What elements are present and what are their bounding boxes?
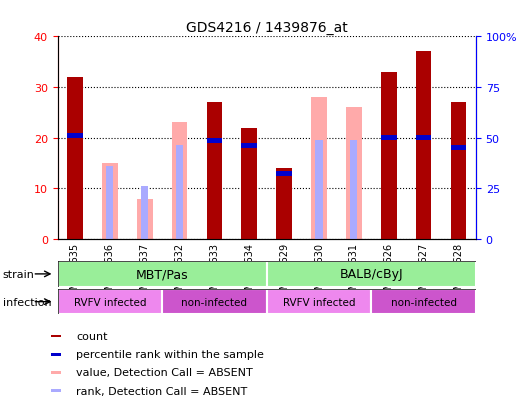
Bar [141,189,148,240]
Bar [51,389,61,392]
Bar [207,103,222,240]
Text: non-infected: non-infected [391,297,457,307]
Bar [106,169,113,240]
Bar [371,289,476,315]
Bar [346,108,362,240]
Text: infection: infection [3,297,51,307]
Bar [58,289,162,315]
Bar [311,98,327,240]
Text: strain: strain [3,269,35,279]
Bar [162,289,267,315]
Bar [381,73,396,240]
Text: BALB/cByJ: BALB/cByJ [339,268,403,281]
Bar [58,261,267,287]
Title: GDS4216 / 1439876_at: GDS4216 / 1439876_at [186,21,348,35]
Bar [315,143,323,240]
Bar [242,143,257,149]
Bar [451,103,467,240]
Bar [276,171,292,176]
Bar [267,289,371,315]
Text: MBT/Pas: MBT/Pas [136,268,188,281]
Bar [51,335,61,337]
Text: RVFV infected: RVFV infected [283,297,355,307]
Bar [51,371,61,374]
Bar [381,136,396,141]
Text: percentile rank within the sample: percentile rank within the sample [76,349,264,359]
Bar [315,141,323,146]
Text: non-infected: non-infected [181,297,247,307]
Bar [242,128,257,240]
Bar [350,143,357,240]
Bar [67,133,83,138]
Bar [137,199,153,240]
Bar [276,169,292,240]
Bar [67,78,83,240]
Bar [416,52,431,240]
Text: count: count [76,331,108,341]
Bar [416,136,431,141]
Text: RVFV infected: RVFV infected [74,297,146,307]
Bar [51,353,61,356]
Bar [350,141,357,146]
Bar [207,138,222,143]
Bar [106,166,113,171]
Text: value, Detection Call = ABSENT: value, Detection Call = ABSENT [76,368,253,377]
Bar [451,146,467,151]
Bar [267,261,476,287]
Bar [176,146,183,151]
Bar [141,186,148,192]
Text: rank, Detection Call = ABSENT: rank, Detection Call = ABSENT [76,386,247,396]
Bar [172,123,187,240]
Bar [102,164,118,240]
Bar [176,149,183,240]
